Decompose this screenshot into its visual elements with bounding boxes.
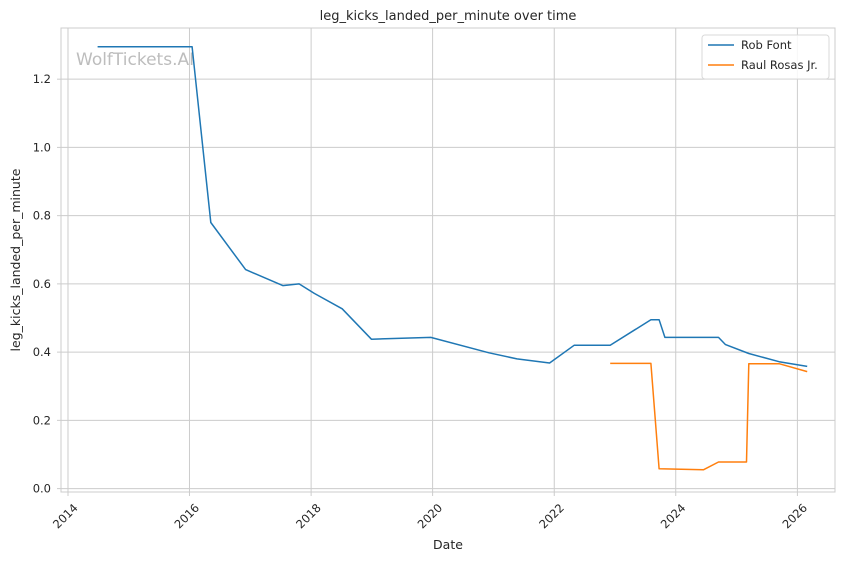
y-axis-ticks: 0.0 0.2 0.4 0.6 0.8 1.0 1.2 [33,72,61,496]
y-tick-label: 0.6 [33,277,51,291]
y-tick-label: 1.0 [33,140,51,154]
y-tick-label: 0.4 [33,345,51,359]
x-axis-label: Date [433,537,463,552]
legend: Rob Font Raul Rosas Jr. [701,34,830,80]
legend-label: Rob Font [741,38,792,52]
legend-box [701,34,830,80]
y-tick-label: 0.2 [33,413,51,427]
series-lines [97,46,808,471]
legend-label: Raul Rosas Jr. [741,58,818,72]
series-line-1 [97,46,808,368]
series-line-2 [610,362,808,471]
y-axis-label: leg_kicks_landed_per_minute [8,168,23,351]
y-tick-label: 0.8 [33,209,51,223]
y-tick-label: 1.2 [33,72,51,86]
chart-title: leg_kicks_landed_per_minute over time [320,9,577,24]
y-tick-label: 0.0 [33,482,51,496]
plot-area-frame [60,27,836,493]
watermark: WolfTickets.AI [76,50,194,70]
